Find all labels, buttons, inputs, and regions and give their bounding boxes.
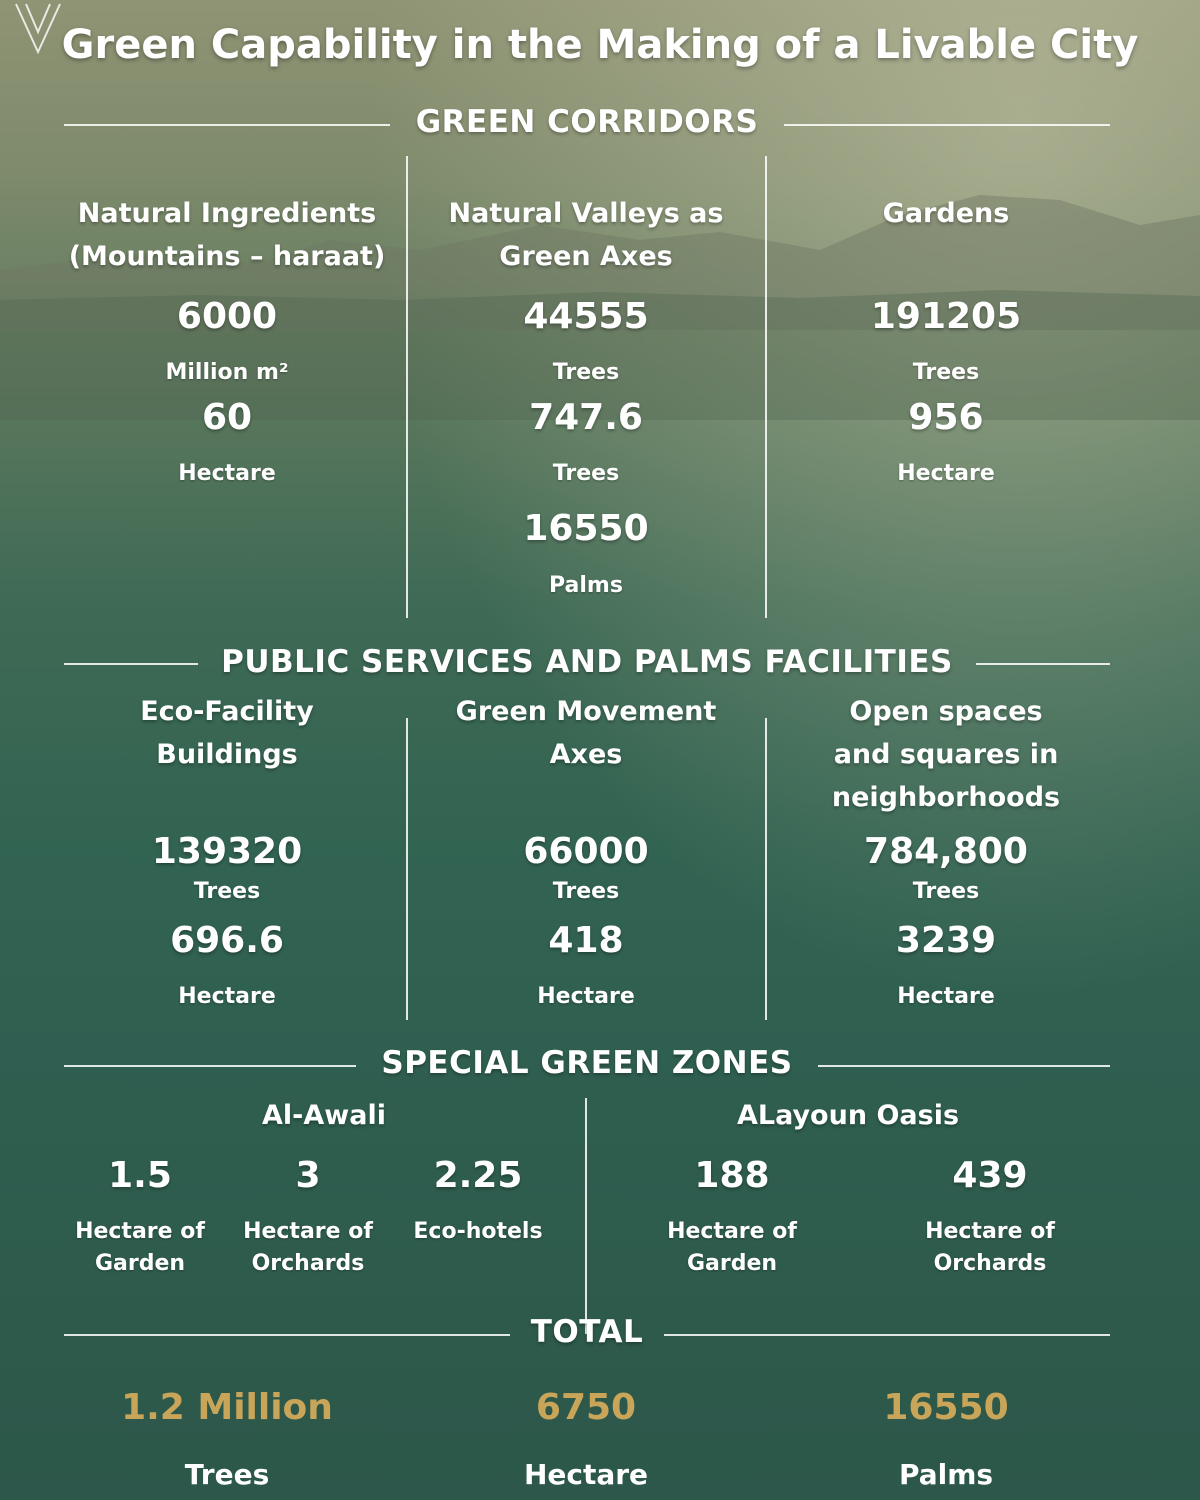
stat-unit: Hectare of Orchards [243,1219,373,1276]
total-value-hectare: 6750 [535,1387,637,1428]
stat-unit: Million m² [165,360,289,385]
column-title-green-movement: Green Movement Axes [455,696,717,770]
divider-left [64,1334,510,1336]
column-divider [765,718,767,1020]
divider-right [664,1334,1110,1336]
section-heading-public-services: PUBLIC SERVICES AND PALMS FACILITIES [221,644,953,680]
zone-name-al-awali: Al-Awali [262,1100,386,1131]
stat-unit: Trees [552,879,620,904]
stat-value: 2.25 [433,1155,523,1196]
divider-right [784,124,1110,126]
divider-right [818,1065,1110,1067]
stat-value: 16550 [523,508,649,549]
total-unit: Palms [898,1458,994,1491]
column-title-natural-ingredients: Natural Ingredients (Mountains – haraat) [68,198,386,272]
stat-unit: Hectare [178,984,276,1009]
stat-value: 188 [694,1155,770,1196]
section-heading-total: TOTAL [530,1314,644,1350]
stat-value: 1.5 [108,1155,172,1196]
section-heading-green-corridors: GREEN CORRIDORS [415,104,759,140]
stat-unit: Hectare of Garden [667,1219,797,1276]
column-title-gardens: Gardens [882,198,1010,229]
logo-chevron-icon [15,3,61,55]
stat-value: 60 [201,397,253,438]
stat-unit: Hectare of Garden [75,1219,205,1276]
stat-value: 784,800 [864,831,1028,872]
divider-left [64,663,198,665]
stat-unit: Hectare [897,984,995,1009]
stat-value: 747.6 [529,397,643,438]
column-title-open-spaces: Open spaces and squares in neighborhoods [831,696,1061,813]
stat-unit: Eco-hotels [413,1219,543,1244]
column-divider [406,156,408,618]
stat-value: 956 [908,397,984,438]
total-unit: Hectare [523,1458,649,1491]
page-title: Green Capability in the Making of a Liva… [61,22,1139,68]
stat-unit: Hectare [178,461,276,486]
column-title-eco-facility: Eco-Facility Buildings [140,696,314,770]
total-unit: Trees [184,1458,270,1491]
stat-value: 44555 [523,296,649,337]
stat-unit: Hectare of Orchards [925,1219,1055,1276]
column-title-natural-valleys: Natural Valleys as Green Axes [448,198,724,272]
column-divider [765,156,767,618]
mountain-silhouette [0,195,1200,420]
stat-value: 191205 [870,296,1022,337]
divider-right [976,663,1110,665]
stat-unit: Hectare [897,461,995,486]
stat-value: 3 [295,1155,321,1196]
stat-unit: Trees [912,360,980,385]
total-value-trees: 1.2 Million [121,1387,333,1428]
stat-value: 696.6 [170,920,284,961]
stat-value: 6000 [176,296,278,337]
section-heading-special-zones: SPECIAL GREEN ZONES [381,1045,793,1081]
stat-unit: Trees [552,360,620,385]
total-value-palms: 16550 [883,1387,1009,1428]
zone-name-alayoun-oasis: ALayoun Oasis [736,1100,960,1131]
stat-value: 418 [548,920,624,961]
stat-value: 3239 [895,920,997,961]
stat-unit: Trees [912,879,980,904]
stat-unit: Trees [552,461,620,486]
stat-unit: Palms [549,573,623,598]
stat-unit: Trees [193,879,261,904]
zone-divider [585,1098,587,1334]
divider-left [64,1065,356,1067]
stat-value: 139320 [151,831,303,872]
stat-value: 66000 [523,831,649,872]
column-divider [406,718,408,1020]
divider-left [64,124,390,126]
stat-unit: Hectare [537,984,635,1009]
stat-value: 439 [952,1155,1028,1196]
